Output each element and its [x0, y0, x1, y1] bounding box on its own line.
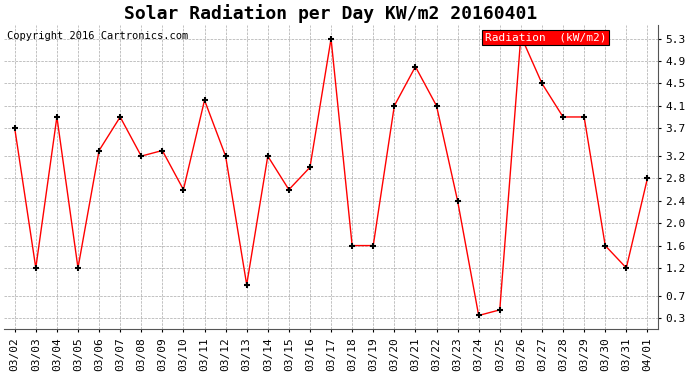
Text: Radiation  (kW/m2): Radiation (kW/m2): [484, 32, 607, 42]
Text: Copyright 2016 Cartronics.com: Copyright 2016 Cartronics.com: [7, 32, 188, 41]
Title: Solar Radiation per Day KW/m2 20160401: Solar Radiation per Day KW/m2 20160401: [124, 4, 538, 23]
